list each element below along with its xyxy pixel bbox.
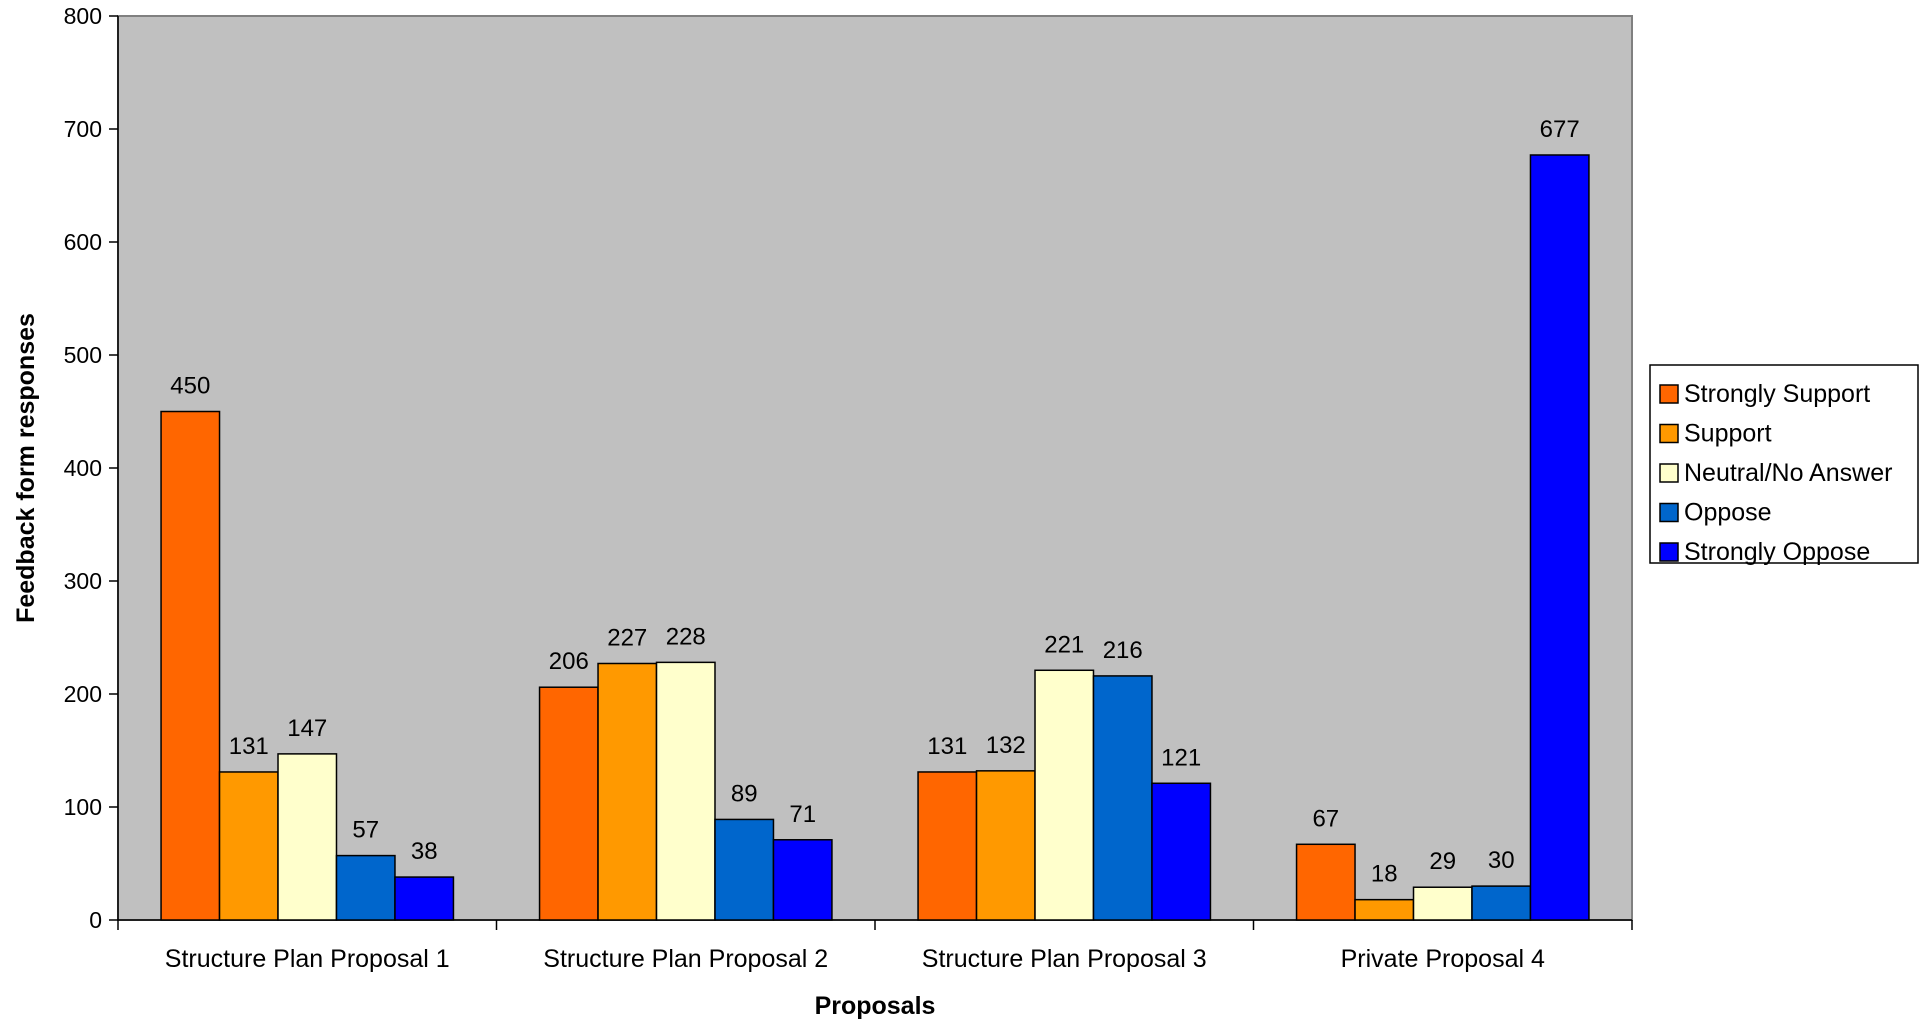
bar bbox=[714, 818, 775, 921]
legend-swatch bbox=[1659, 542, 1679, 562]
data-label: 18 bbox=[1371, 861, 1398, 888]
bar bbox=[277, 753, 338, 921]
bar bbox=[1295, 843, 1356, 921]
legend-swatch bbox=[1659, 384, 1679, 404]
bar bbox=[538, 686, 599, 921]
y-tick-label: 0 bbox=[89, 907, 102, 933]
legend-swatch bbox=[1659, 463, 1679, 483]
data-label: 121 bbox=[1161, 744, 1201, 771]
data-labels: 450 131 147 57 38 206 227 228 89 71 131 132 221 216 12… bbox=[170, 116, 1579, 888]
legend-box bbox=[1649, 364, 1919, 564]
y-tick-label: 500 bbox=[64, 342, 102, 368]
data-label: 71 bbox=[789, 801, 816, 828]
bar bbox=[1412, 886, 1473, 921]
data-label: 147 bbox=[287, 715, 327, 742]
y-tick-label: 700 bbox=[64, 116, 102, 142]
data-label: 131 bbox=[927, 733, 967, 760]
legend-label: Neutral/No Answer bbox=[1684, 459, 1892, 487]
bar bbox=[394, 876, 455, 921]
category-label: Structure Plan Proposal 3 bbox=[922, 945, 1207, 973]
legend-label: Oppose bbox=[1684, 499, 1772, 527]
y-tick-label: 400 bbox=[64, 455, 102, 481]
data-label: 228 bbox=[666, 623, 706, 650]
y-axis: 0 100 200 300 400 500 600 700 800 bbox=[64, 3, 119, 933]
data-label: 29 bbox=[1429, 848, 1456, 875]
y-axis-title: Feedback form responses bbox=[12, 313, 40, 623]
legend-label: Support bbox=[1684, 420, 1772, 448]
data-label: 221 bbox=[1044, 631, 1084, 658]
data-label: 38 bbox=[411, 838, 438, 865]
legend-swatch bbox=[1659, 423, 1679, 444]
legend-label: Strongly Support bbox=[1684, 380, 1870, 408]
data-label: 131 bbox=[229, 733, 269, 760]
bar bbox=[160, 410, 221, 921]
bar bbox=[1092, 675, 1153, 921]
y-tick-label: 200 bbox=[64, 681, 102, 707]
legend: Strongly Support Support Neutral/No Answer… bbox=[1649, 364, 1919, 566]
bar bbox=[1151, 782, 1212, 921]
bar bbox=[1471, 885, 1532, 921]
y-tick-label: 600 bbox=[64, 229, 102, 255]
y-tick-label: 300 bbox=[64, 568, 102, 594]
bar bbox=[1034, 669, 1095, 921]
bar bbox=[917, 771, 978, 921]
bar bbox=[335, 854, 396, 921]
legend-swatch bbox=[1659, 502, 1679, 523]
data-label: 89 bbox=[731, 780, 758, 807]
data-label: 67 bbox=[1312, 805, 1339, 832]
category-label: Structure Plan Proposal 2 bbox=[543, 945, 828, 973]
bar bbox=[655, 661, 716, 921]
data-label: 677 bbox=[1540, 116, 1580, 143]
plot-area bbox=[117, 15, 1633, 921]
data-label: 132 bbox=[986, 732, 1026, 759]
data-label: 57 bbox=[352, 817, 379, 844]
category-label: Private Proposal 4 bbox=[1341, 945, 1545, 973]
y-tick-label: 800 bbox=[64, 3, 102, 29]
category-label: Structure Plan Proposal 1 bbox=[165, 945, 450, 973]
legend-label: Strongly Oppose bbox=[1684, 538, 1870, 566]
data-label: 30 bbox=[1488, 847, 1515, 874]
x-axis-title: Proposals bbox=[815, 992, 936, 1020]
bar bbox=[1354, 898, 1415, 921]
bar bbox=[218, 771, 279, 921]
bar bbox=[1529, 154, 1590, 921]
data-label: 227 bbox=[607, 624, 647, 651]
bar bbox=[772, 839, 833, 921]
bars bbox=[160, 154, 1590, 921]
bar bbox=[975, 770, 1036, 921]
x-axis: Structure Plan Proposal 1 Structure Plan … bbox=[117, 919, 1633, 973]
data-label: 206 bbox=[549, 648, 589, 675]
data-label: 216 bbox=[1103, 637, 1143, 664]
y-tick-label: 100 bbox=[64, 794, 102, 820]
data-label: 450 bbox=[170, 373, 210, 400]
bar bbox=[597, 662, 658, 921]
